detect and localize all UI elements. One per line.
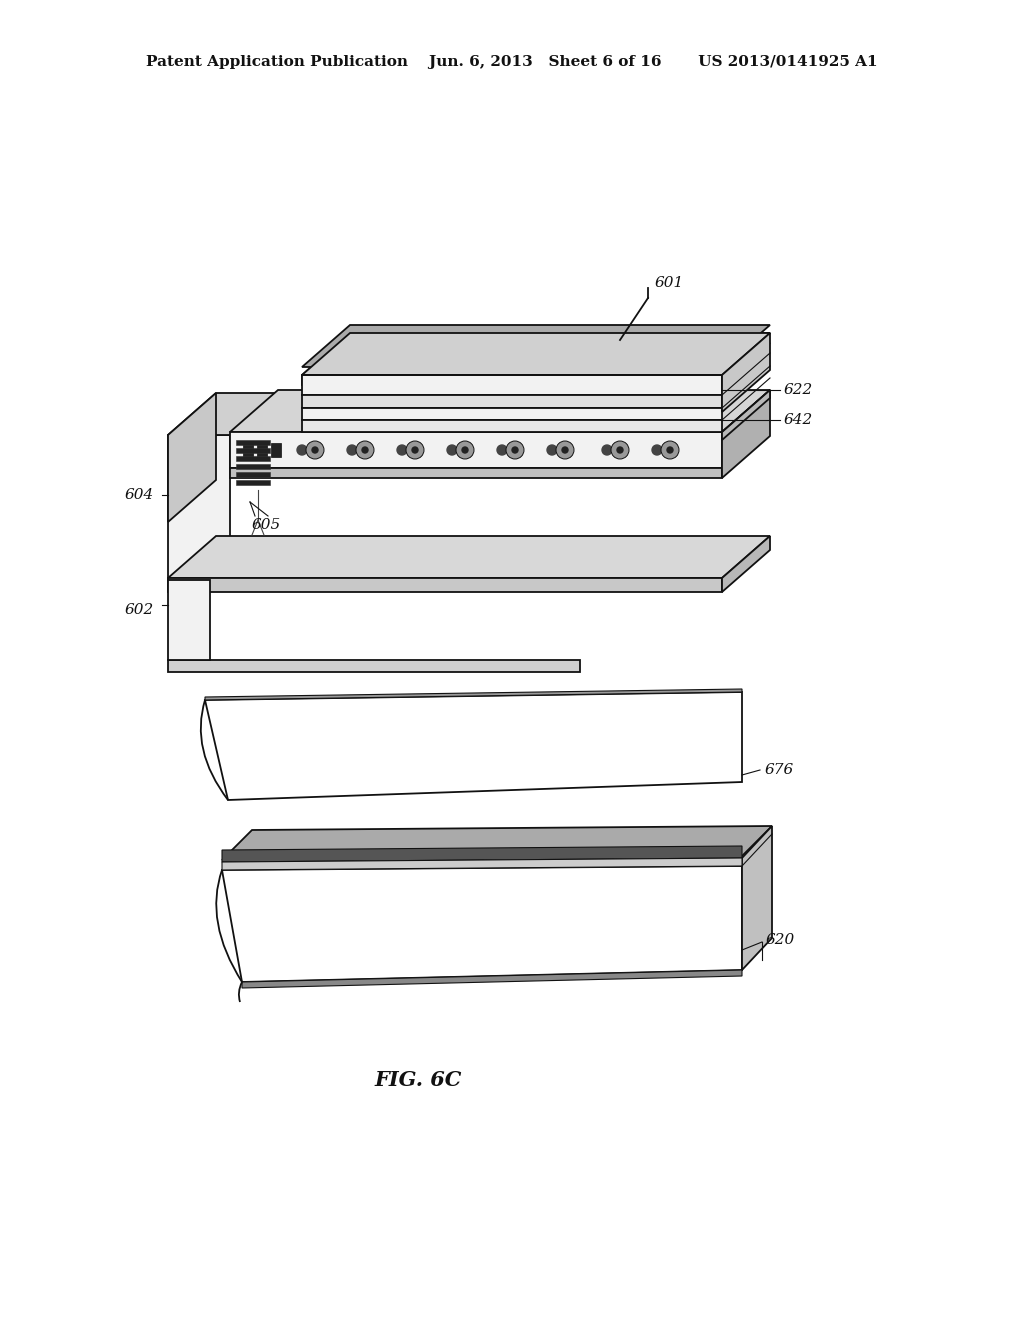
Polygon shape	[302, 333, 770, 385]
Circle shape	[312, 447, 318, 453]
Circle shape	[356, 441, 374, 459]
Text: 620: 620	[766, 933, 796, 946]
Circle shape	[362, 447, 368, 453]
Polygon shape	[742, 826, 772, 970]
Circle shape	[456, 441, 474, 459]
Polygon shape	[302, 408, 722, 420]
Circle shape	[562, 447, 568, 453]
Polygon shape	[222, 858, 742, 870]
Polygon shape	[168, 660, 580, 672]
Polygon shape	[722, 389, 770, 440]
Text: 602: 602	[125, 603, 155, 616]
Circle shape	[347, 445, 357, 455]
Text: 676: 676	[765, 763, 795, 777]
Polygon shape	[230, 389, 770, 432]
Circle shape	[412, 447, 418, 453]
Polygon shape	[722, 333, 770, 412]
Polygon shape	[302, 375, 722, 395]
Text: 605: 605	[252, 517, 282, 532]
Circle shape	[652, 445, 662, 455]
Circle shape	[406, 441, 424, 459]
Polygon shape	[271, 444, 281, 457]
Polygon shape	[257, 444, 267, 457]
Polygon shape	[205, 689, 742, 700]
Circle shape	[617, 447, 623, 453]
Polygon shape	[236, 455, 270, 461]
Polygon shape	[243, 444, 253, 457]
Polygon shape	[222, 846, 742, 862]
Polygon shape	[236, 473, 270, 477]
Circle shape	[447, 445, 457, 455]
Text: 642: 642	[784, 413, 813, 426]
Circle shape	[462, 447, 468, 453]
Polygon shape	[205, 692, 742, 800]
Text: FIG. 6C: FIG. 6C	[375, 1071, 462, 1090]
Text: 622: 622	[784, 383, 813, 397]
Text: 601: 601	[655, 276, 684, 290]
Circle shape	[556, 441, 574, 459]
Polygon shape	[230, 432, 722, 469]
Polygon shape	[302, 333, 770, 375]
Polygon shape	[302, 333, 770, 375]
Polygon shape	[168, 393, 278, 436]
Circle shape	[512, 447, 518, 453]
Polygon shape	[302, 420, 722, 432]
Circle shape	[611, 441, 629, 459]
Polygon shape	[242, 970, 742, 987]
Polygon shape	[230, 469, 722, 478]
Polygon shape	[236, 465, 270, 469]
Circle shape	[602, 445, 612, 455]
Text: Patent Application Publication    Jun. 6, 2013   Sheet 6 of 16       US 2013/014: Patent Application Publication Jun. 6, 2…	[146, 55, 878, 69]
Polygon shape	[168, 578, 722, 591]
Circle shape	[306, 441, 324, 459]
Circle shape	[662, 441, 679, 459]
Text: 604: 604	[125, 488, 155, 502]
Polygon shape	[722, 389, 770, 478]
Polygon shape	[168, 436, 230, 579]
Polygon shape	[236, 480, 270, 484]
Circle shape	[397, 445, 407, 455]
Circle shape	[667, 447, 673, 453]
Polygon shape	[168, 536, 770, 578]
Circle shape	[506, 441, 524, 459]
Circle shape	[297, 445, 307, 455]
Polygon shape	[222, 826, 772, 861]
Circle shape	[547, 445, 557, 455]
Polygon shape	[236, 447, 270, 453]
Polygon shape	[168, 579, 210, 660]
Polygon shape	[222, 866, 742, 982]
Polygon shape	[302, 395, 722, 408]
Polygon shape	[168, 393, 216, 521]
Polygon shape	[302, 325, 770, 367]
Polygon shape	[722, 536, 770, 591]
Circle shape	[497, 445, 507, 455]
Polygon shape	[236, 440, 270, 445]
